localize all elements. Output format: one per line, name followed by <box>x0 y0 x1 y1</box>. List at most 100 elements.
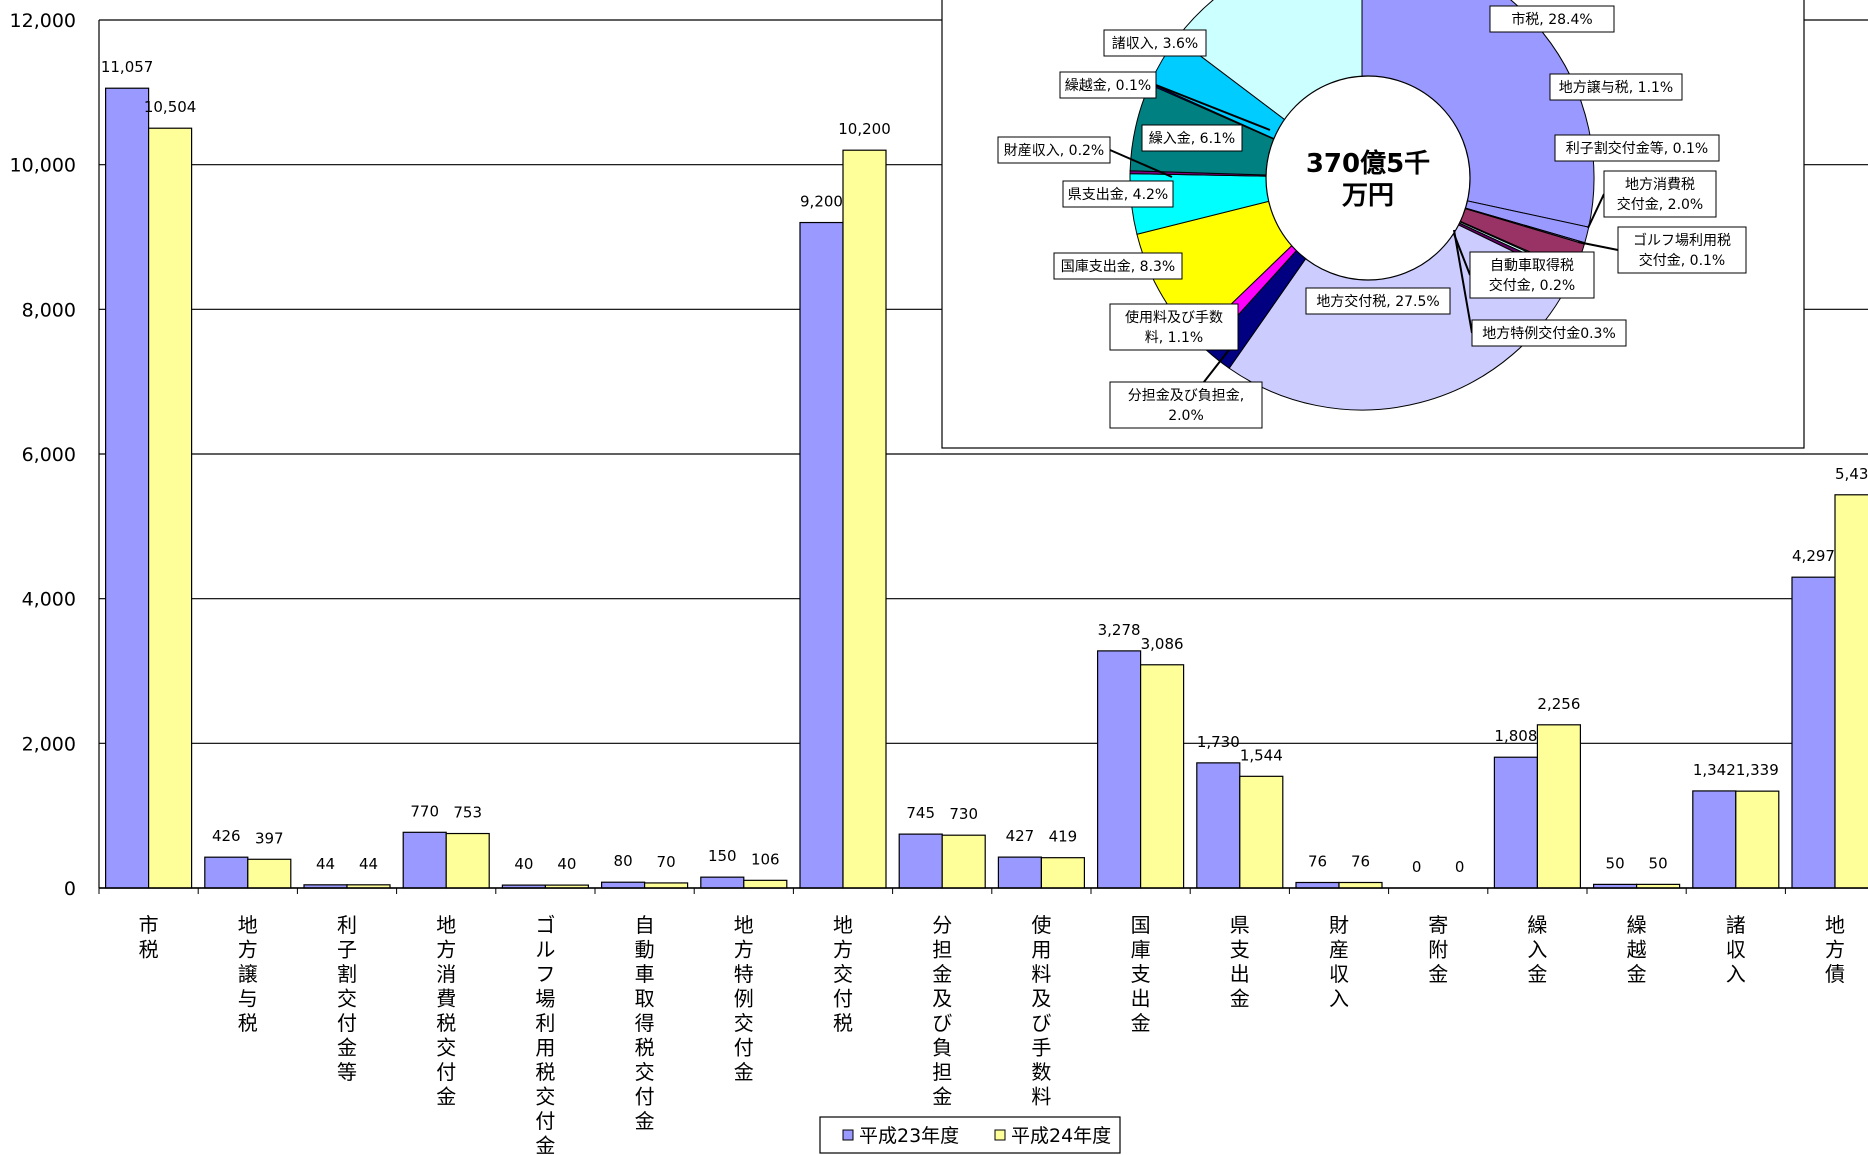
y-tick-label: 12,000 <box>10 10 76 32</box>
pie-label-line: 自動車取得税 <box>1490 257 1574 274</box>
data-label: 0 <box>1412 858 1422 876</box>
data-label: 50 <box>1606 854 1625 872</box>
x-category-char: 収 <box>1726 938 1746 962</box>
x-category-label: 寄附金 <box>1428 913 1448 986</box>
x-category-char: 及 <box>932 987 952 1011</box>
data-label: 11,057 <box>101 58 154 76</box>
bar <box>799 221 844 889</box>
x-category-char: 地 <box>436 913 456 937</box>
data-label: 1,808 <box>1494 727 1537 745</box>
pie-body: 370億5千万円 <box>1129 0 1595 411</box>
pie-label-line: 繰入金, 6.1% <box>1149 131 1235 147</box>
x-category-char: 入 <box>1527 938 1547 962</box>
x-category-char: 国 <box>1131 913 1151 937</box>
x-category-char: ル <box>535 938 555 962</box>
legend-swatch <box>994 1129 1006 1141</box>
x-category-char: 得 <box>635 1011 655 1035</box>
pie-label-box <box>1603 170 1717 218</box>
bar <box>743 879 788 889</box>
x-category-char: 出 <box>1131 987 1151 1011</box>
x-category-char: 収 <box>1329 962 1349 986</box>
x-category-char: 譲 <box>238 962 258 986</box>
pie-label: 県支出金, 4.2% <box>1068 187 1168 203</box>
pie-label-line: 地方特例交付金0.3% <box>1482 325 1616 342</box>
bar <box>1735 790 1780 889</box>
x-category-char: 料 <box>1031 1085 1051 1109</box>
x-category-char: 方 <box>833 938 853 962</box>
legend-box <box>819 1116 1121 1154</box>
pie-leader-line <box>1587 193 1605 229</box>
y-tick-label: 6,000 <box>22 444 76 466</box>
x-category-char: 地 <box>1825 913 1845 937</box>
pie-label-line: 利子割交付金等, 0.1% <box>1566 140 1708 157</box>
x-category-char: 税 <box>139 938 159 962</box>
data-label: 9,200 <box>800 193 843 211</box>
pie-label-line: 国庫支出金, 8.3% <box>1061 258 1175 275</box>
bar <box>997 856 1043 889</box>
pie-center-line: 万円 <box>1342 181 1394 211</box>
x-category-char: 債 <box>1825 962 1845 986</box>
x-category-char: 及 <box>1031 987 1051 1011</box>
pie-label: 市税, 28.4% <box>1511 11 1592 28</box>
data-label: 753 <box>453 804 482 822</box>
pie-label-line: 交付金, 2.0% <box>1617 196 1703 213</box>
data-label: 50 <box>1649 854 1668 872</box>
x-category-char: 出 <box>1230 962 1250 986</box>
data-label: 5,436 <box>1835 465 1868 483</box>
pie-leader-line <box>1577 241 1619 251</box>
data-label: 44 <box>359 855 378 873</box>
pie-label-line: 使用料及び手数 <box>1125 309 1223 326</box>
x-category-char: 金 <box>1627 962 1647 986</box>
x-category-char: 付 <box>337 1011 357 1035</box>
x-category-char: び <box>932 1011 952 1035</box>
bar <box>1338 881 1383 889</box>
pie-label-box <box>1617 226 1747 274</box>
x-category-char: 金 <box>734 1060 754 1084</box>
x-category-char: 金 <box>1230 987 1250 1011</box>
x-category-char: 金 <box>932 962 952 986</box>
bar <box>148 127 193 889</box>
x-category-char: 入 <box>1329 987 1349 1011</box>
x-category-label: ゴルフ場利用税交付金 <box>535 913 555 1155</box>
x-category-char: 金 <box>932 1085 952 1109</box>
x-category-char: 子 <box>337 938 357 962</box>
x-category-char: 地 <box>734 913 754 937</box>
bar <box>445 832 490 889</box>
pie-leader-line <box>1453 229 1473 334</box>
x-category-char: 地 <box>833 913 853 937</box>
x-category-char: 金 <box>535 1134 555 1155</box>
bar <box>643 882 689 889</box>
x-category-char: 金 <box>1428 962 1448 986</box>
legend: 平成23年度 平成24年度 <box>819 1116 1121 1154</box>
x-category-char: 交 <box>734 1011 754 1035</box>
x-category-label: 財産収入 <box>1329 913 1349 1011</box>
pie-label: 繰入金, 6.1% <box>1149 131 1235 147</box>
legend-label: 平成23年度 <box>859 1125 959 1147</box>
bar <box>204 856 249 889</box>
bar <box>1196 762 1241 889</box>
bar <box>1040 857 1086 889</box>
pie-label-line: 繰越金, 0.1% <box>1065 78 1151 94</box>
data-label: 1,339 <box>1736 761 1779 779</box>
x-category-char: ゴ <box>535 913 555 937</box>
x-category-char: 用 <box>535 1036 555 1060</box>
x-category-char: 負 <box>932 1036 952 1060</box>
pie-label: 自動車取得税交付金, 0.2% <box>1489 257 1575 294</box>
x-category-char: 越 <box>1627 938 1647 962</box>
x-category-label: 県支出金 <box>1230 913 1250 1011</box>
pie-label-line: 交付金, 0.1% <box>1639 252 1725 269</box>
x-category-char: 金 <box>337 1036 357 1060</box>
x-category-char: 特 <box>734 962 754 986</box>
data-label: 40 <box>557 855 576 873</box>
x-category-char: 市 <box>139 913 159 937</box>
pie-label: 使用料及び手数料, 1.1% <box>1125 309 1223 346</box>
bar <box>104 87 150 889</box>
y-tick-label: 2,000 <box>22 733 76 755</box>
x-category-char: 車 <box>635 962 655 986</box>
data-label: 4,297 <box>1792 547 1835 565</box>
pie-label: 国庫支出金, 8.3% <box>1061 258 1175 275</box>
data-label: 40 <box>514 855 533 873</box>
x-category-label: 繰越金 <box>1627 913 1647 986</box>
x-category-char: 利 <box>535 1011 555 1035</box>
pie-label-line: 地方譲与税, 1.1% <box>1559 80 1673 96</box>
